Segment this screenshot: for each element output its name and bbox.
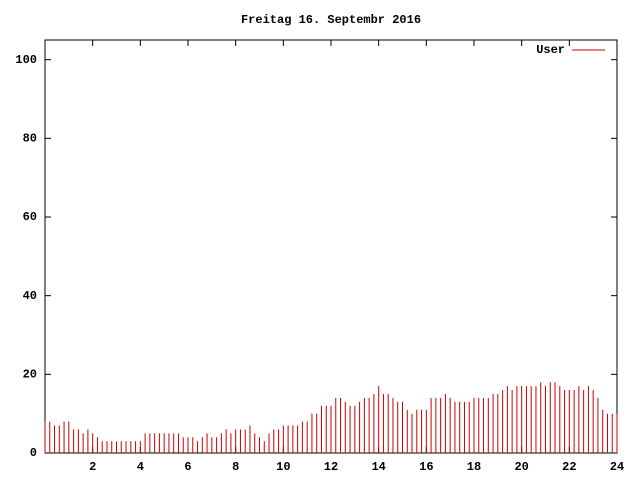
y-tick-label: 0: [30, 446, 37, 460]
y-tick-label: 100: [15, 53, 37, 67]
x-tick-label: 10: [276, 460, 290, 474]
x-tick-label: 12: [324, 460, 338, 474]
x-tick-label: 4: [137, 460, 144, 474]
legend-label: User: [536, 43, 565, 57]
x-tick-label: 24: [610, 460, 624, 474]
x-tick-label: 20: [514, 460, 528, 474]
chart-title: Freitag 16. Septembr 2016: [241, 13, 421, 27]
y-tick-label: 40: [23, 289, 37, 303]
x-tick-label: 22: [562, 460, 576, 474]
y-tick-label: 80: [23, 132, 37, 146]
x-tick-label: 16: [419, 460, 433, 474]
x-tick-label: 2: [89, 460, 96, 474]
x-tick-label: 6: [184, 460, 191, 474]
y-tick-label: 60: [23, 210, 37, 224]
y-tick-label: 20: [23, 368, 37, 382]
x-tick-label: 18: [467, 460, 481, 474]
x-tick-label: 14: [371, 460, 385, 474]
x-tick-label: 8: [232, 460, 239, 474]
